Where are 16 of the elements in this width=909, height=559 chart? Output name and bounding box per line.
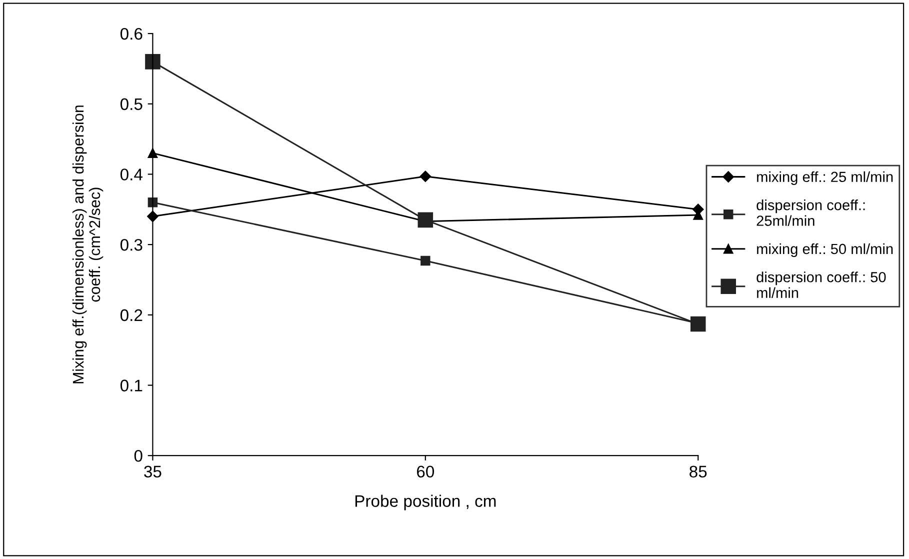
legend-label: dispersion coeff.: 25ml/min	[756, 200, 865, 226]
y-axis-title: Mixing eff.(dimensionless) and dispersion coeff. (cm^2/sec)	[72, 106, 104, 384]
y-tick-label: 0.3	[120, 238, 142, 251]
x-tick-label: 60	[416, 466, 434, 478]
x-tick-label: 35	[144, 466, 162, 478]
y-tick-label: 0.4	[120, 168, 143, 180]
x-axis-title: Probe position , cm	[355, 494, 496, 510]
y-tick-label: 0.6	[120, 28, 142, 40]
legend-label: mixing eff.: 25 ml/min	[757, 171, 893, 185]
x-tick-label: 85	[690, 466, 707, 478]
legend-label: mixing eff.: 50 ml/min	[757, 243, 893, 258]
y-tick-label: 0	[134, 450, 142, 462]
legend-label: dispersion coeff.: 50 ml/min	[756, 272, 886, 298]
y-tick-label: 0.2	[120, 309, 142, 322]
y-tick-label: 0.5	[120, 98, 142, 110]
y-tick-label: 0.1	[120, 380, 142, 392]
